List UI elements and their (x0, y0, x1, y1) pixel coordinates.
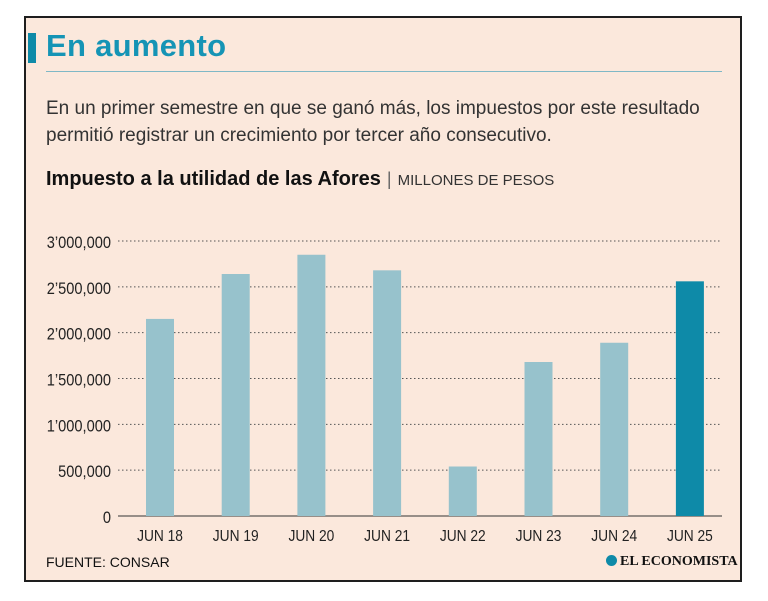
y-tick-label: 2’000,000 (47, 326, 111, 344)
brand-logo: EL ECONOMISTA (606, 554, 738, 570)
x-tick-label: JUN 23 (516, 527, 562, 545)
bar (221, 274, 250, 516)
x-tick-label: JUN 18 (137, 527, 183, 545)
y-tick-label: 1’000,000 (47, 417, 111, 435)
chart-title: Impuesto a la utilidad de las Afores (46, 168, 381, 190)
y-tick-label: 500,000 (58, 463, 111, 481)
x-tick-label: JUN 25 (667, 527, 713, 545)
brand-name: EL ECONOMISTA (620, 554, 738, 569)
bar (600, 342, 629, 516)
title-accent-bar (28, 33, 36, 63)
bar (373, 270, 402, 516)
source-note: FUENTE: CONSAR (46, 554, 170, 570)
x-tick-label: JUN 20 (288, 527, 334, 545)
brand-icon (606, 555, 617, 566)
subtitle: En un primer semestre en que se ganó más… (46, 98, 700, 146)
y-tick-label: 0 (103, 509, 111, 527)
bar (146, 318, 174, 516)
bar (675, 281, 704, 516)
heading-separator: | (386, 169, 392, 189)
bar (448, 466, 477, 516)
bar (297, 254, 326, 516)
page-title: En aumento (46, 28, 227, 63)
bar (524, 362, 553, 516)
x-tick-label: JUN 24 (591, 527, 637, 545)
chart-heading: Impuesto a la utilidad de las Afores | MIL… (46, 168, 554, 191)
x-tick-label: JUN 21 (364, 527, 410, 545)
y-tick-label: 1’500,000 (47, 372, 111, 390)
y-tick-label: 2’500,000 (47, 280, 111, 298)
x-tick-label: JUN 22 (440, 527, 486, 545)
x-tick-label: JUN 19 (213, 527, 259, 545)
y-tick-label: 3’000,000 (47, 234, 111, 252)
title-divider (46, 71, 722, 72)
chart-units: MILLONES DE PESOS (397, 172, 555, 189)
